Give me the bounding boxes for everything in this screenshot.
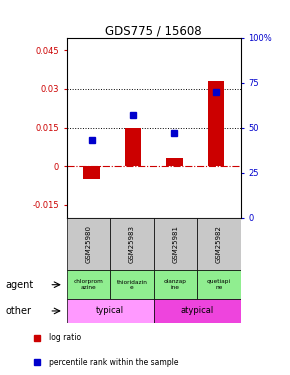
Bar [110,217,154,270]
Text: log ratio: log ratio [49,333,81,342]
Text: percentile rank within the sample: percentile rank within the sample [49,358,179,367]
Text: GSM25982: GSM25982 [216,225,222,262]
Text: olanzap
ine: olanzap ine [164,279,187,290]
Text: atypical: atypical [181,306,214,315]
Bar [67,217,110,270]
Bar [154,270,197,299]
Text: other: other [6,306,32,316]
Bar [154,299,241,322]
Bar [67,299,154,322]
Bar [125,128,141,166]
Text: agent: agent [6,280,34,290]
Bar [83,166,100,179]
Bar [67,270,110,299]
Bar [197,217,241,270]
Bar [166,158,183,166]
Bar [197,270,241,299]
Text: typical: typical [96,306,124,315]
Bar [208,81,224,166]
Text: chlorprom
azine: chlorprom azine [73,279,104,290]
Text: GSM25983: GSM25983 [129,225,135,263]
Bar [154,217,197,270]
Title: GDS775 / 15608: GDS775 / 15608 [105,24,202,38]
Text: quetiapi
ne: quetiapi ne [207,279,231,290]
Text: thioridazin
e: thioridazin e [117,279,147,290]
Text: GSM25981: GSM25981 [173,225,178,263]
Text: GSM25980: GSM25980 [86,225,91,263]
Bar [110,270,154,299]
